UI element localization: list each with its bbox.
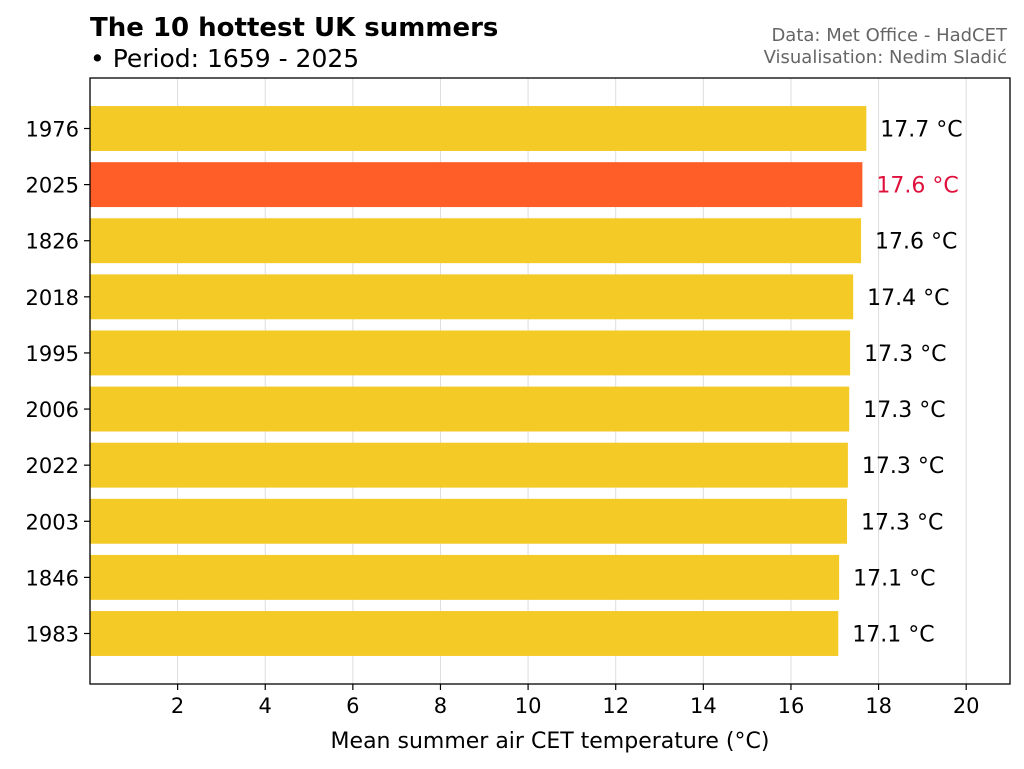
y-tick-label: 1995 bbox=[26, 342, 79, 366]
x-tick-label: 8 bbox=[434, 694, 447, 718]
x-tick-label: 4 bbox=[259, 694, 272, 718]
bar bbox=[90, 611, 839, 656]
x-tick-label: 16 bbox=[778, 694, 805, 718]
value-label: 17.3 °C bbox=[862, 454, 944, 479]
y-tick-label: 2022 bbox=[26, 454, 79, 478]
x-tick-label: 14 bbox=[690, 694, 717, 718]
credit-data: Data: Met Office - HadCET bbox=[771, 25, 1008, 46]
bar bbox=[90, 330, 851, 376]
x-tick-label: 18 bbox=[865, 694, 892, 718]
bar bbox=[90, 554, 840, 600]
bar bbox=[90, 442, 848, 488]
x-tick-label: 10 bbox=[515, 694, 542, 718]
value-label: 17.6 °C bbox=[876, 174, 958, 199]
value-label: 17.1 °C bbox=[852, 623, 934, 648]
bar bbox=[90, 106, 867, 151]
y-tick-label: 2006 bbox=[26, 398, 79, 422]
x-axis-label: Mean summer air CET temperature (°C) bbox=[331, 729, 770, 754]
bar bbox=[90, 274, 854, 320]
bar bbox=[90, 498, 848, 544]
x-tick-label: 6 bbox=[346, 694, 359, 718]
bar bbox=[90, 218, 862, 264]
y-tick-label: 1983 bbox=[26, 623, 79, 647]
value-label: 17.4 °C bbox=[867, 286, 949, 311]
x-tick-label: 20 bbox=[953, 694, 980, 718]
y-tick-label: 1976 bbox=[26, 118, 79, 142]
plot-frame bbox=[89, 77, 1011, 685]
x-tick-label: 2 bbox=[171, 694, 184, 718]
bar-highlight bbox=[90, 162, 863, 208]
value-label: 17.3 °C bbox=[864, 342, 946, 367]
chart-title: The 10 hottest UK summers bbox=[90, 13, 498, 43]
value-label: 17.6 °C bbox=[875, 230, 957, 255]
x-tick-label: 12 bbox=[602, 694, 629, 718]
y-tick-label: 2025 bbox=[26, 174, 79, 198]
y-tick-label: 1826 bbox=[26, 230, 79, 254]
y-tick-label: 2003 bbox=[26, 510, 79, 534]
value-label: 17.3 °C bbox=[861, 510, 943, 535]
bar bbox=[90, 386, 850, 432]
value-label: 17.1 °C bbox=[853, 566, 935, 591]
y-tick-label: 1846 bbox=[26, 566, 79, 590]
y-tick-label: 2018 bbox=[26, 286, 79, 310]
chart-subtitle: • Period: 1659 - 2025 bbox=[90, 44, 359, 73]
value-label: 17.7 °C bbox=[880, 118, 962, 143]
value-label: 17.3 °C bbox=[863, 398, 945, 423]
credit-visualisation: Visualisation: Nedim Sladić bbox=[764, 47, 1007, 68]
